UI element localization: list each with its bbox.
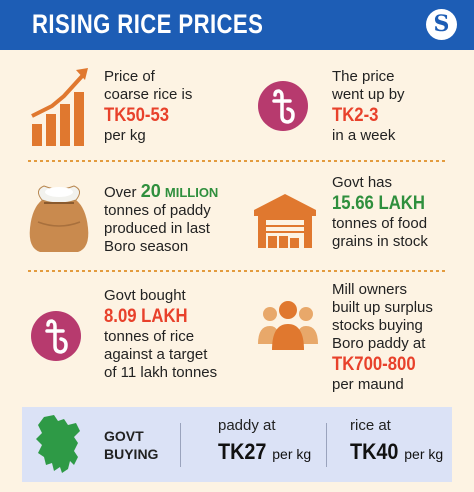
govt-buying-bar: GOVT BUYING paddy at TK27 per kg rice at… xyxy=(22,407,452,482)
price-up-line2: went up by xyxy=(332,86,405,103)
govt-has-line1: Govt has xyxy=(332,174,393,191)
rice-sack-icon xyxy=(22,178,96,254)
header-bar: RISING RICE PRICES S xyxy=(0,0,474,50)
govt-has-line2: tonnes of food xyxy=(332,215,428,232)
taka-coin-icon xyxy=(30,310,82,362)
mill-line3: stocks buying xyxy=(332,317,423,334)
mill-price-value: TK700-800 xyxy=(332,354,416,375)
coarse-line1: Price of xyxy=(104,68,155,85)
paddy-line3: produced in last xyxy=(104,220,210,237)
paddy-price-label: paddy at xyxy=(218,417,276,434)
paddy-price: TK27 per kg xyxy=(218,439,311,465)
divider-2 xyxy=(28,270,446,272)
rice-price: TK40 per kg xyxy=(350,439,443,465)
rice-price-label: rice at xyxy=(350,417,391,434)
taka-coin-icon xyxy=(257,80,309,132)
paddy-prefix: Over xyxy=(104,184,137,201)
govt-has-line3: grains in stock xyxy=(332,233,428,250)
mill-line4: Boro paddy at xyxy=(332,335,426,352)
paddy-price-value: TK27 xyxy=(218,439,267,464)
bottom-separator-1 xyxy=(180,423,181,467)
price-up-line3: in a week xyxy=(332,127,396,144)
bangladesh-map-icon xyxy=(34,413,82,477)
coarse-line3: per kg xyxy=(104,127,146,144)
people-group-icon xyxy=(256,298,320,352)
coarse-line2: coarse rice is xyxy=(104,86,193,103)
price-up-value: TK2-3 xyxy=(332,105,379,126)
paddy-unit: MILLION xyxy=(164,185,219,200)
mill-line5: per maund xyxy=(332,376,404,393)
rice-price-value: TK40 xyxy=(350,439,399,464)
govt-buying-label: GOVT BUYING xyxy=(104,427,158,463)
divider-1 xyxy=(28,160,446,162)
price-up-text: The price went up by TK2-3 in a week xyxy=(332,68,405,145)
govt-bought-line4: of 11 lakh tonnes xyxy=(104,364,218,381)
mill-owners-text: Mill owners built up surplus stocks buyi… xyxy=(332,281,433,394)
paddy-line2: tonnes of paddy xyxy=(104,202,211,219)
paddy-line1: Over 20 MILLION xyxy=(104,182,218,202)
govt-bought-line1: Govt bought xyxy=(104,287,186,304)
govt-bought-line3: against a target xyxy=(104,346,208,363)
paddy-line4: Boro season xyxy=(104,238,189,255)
paddy-produced-text: Over 20 MILLION tonnes of paddy produced… xyxy=(104,182,218,256)
bottom-separator-2 xyxy=(326,423,327,467)
price-up-line1: The price xyxy=(332,68,395,85)
govt-buying-line2: BUYING xyxy=(104,446,159,462)
govt-bought-value: 8.09 LAKH xyxy=(104,306,188,327)
coarse-rice-text: Price of coarse rice is TK50-53 per kg xyxy=(104,68,192,145)
govt-bought-line2: tonnes of rice xyxy=(104,328,195,345)
govt-buying-line1: GOVT xyxy=(104,428,144,444)
page-title: RISING RICE PRICES xyxy=(32,9,264,39)
brand-logo: S xyxy=(426,9,457,40)
rice-price-unit: per kg xyxy=(404,446,444,462)
govt-bought-text: Govt bought 8.09 LAKH tonnes of rice aga… xyxy=(104,287,217,382)
paddy-amount: 20 xyxy=(140,181,161,201)
paddy-price-unit: per kg xyxy=(272,446,312,462)
govt-stock-text: Govt has 15.66 LAKH tonnes of food grain… xyxy=(332,174,438,251)
warehouse-icon xyxy=(252,192,318,248)
coarse-price-value: TK50-53 xyxy=(104,105,170,126)
rising-bar-chart-icon xyxy=(30,66,90,148)
govt-stock-value: 15.66 LAKH xyxy=(332,193,425,214)
brand-logo-letter: S xyxy=(433,11,450,37)
mill-line2: built up surplus xyxy=(332,299,433,316)
mill-line1: Mill owners xyxy=(332,281,408,298)
